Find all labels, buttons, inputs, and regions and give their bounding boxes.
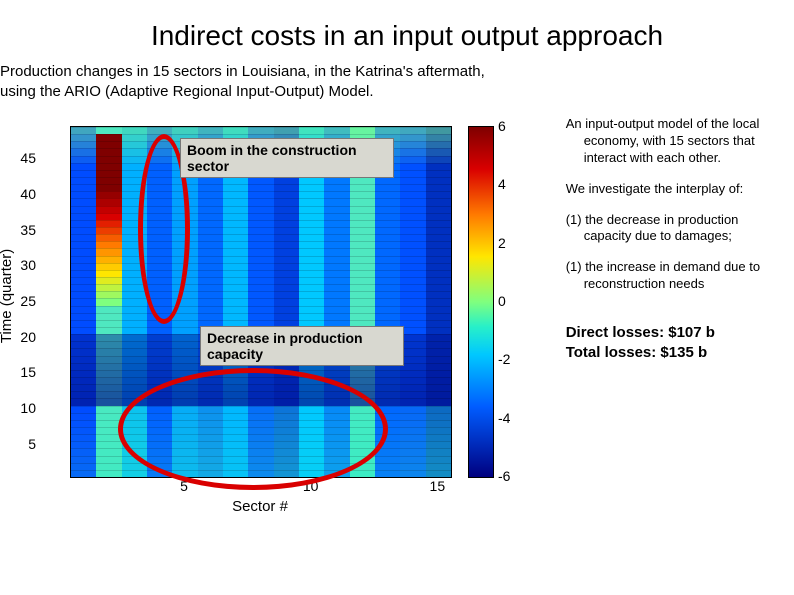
losses-block: Direct losses: $107 b Total losses: $135… (566, 323, 784, 362)
right-paragraph-1: An input-output model of the local econo… (566, 116, 784, 167)
subtitle-line1: Production changes in 15 sectors in Loui… (0, 63, 485, 80)
colorbar (468, 126, 494, 478)
annotation-boom: Boom in the construction sector (180, 138, 394, 178)
right-paragraph-4: (1) the increase in demand due to recons… (566, 259, 784, 293)
direct-losses: Direct losses: $107 b (566, 323, 784, 343)
content-row: Time (quarter) 51015202530354045 51015 S… (0, 111, 794, 516)
x-axis-label: Sector # (70, 498, 450, 515)
y-axis-label: Time (quarter) (0, 249, 15, 343)
ellipse-annotation-bottom (118, 368, 388, 490)
subtitle: Production changes in 15 sectors in Loui… (0, 62, 794, 111)
page-title: Indirect costs in an input output approa… (0, 0, 794, 62)
right-text-column: An input-output model of the local econo… (556, 116, 784, 516)
total-losses: Total losses: $135 b (566, 343, 784, 363)
right-paragraph-3: (1) the decrease in production capacity … (566, 212, 784, 246)
subtitle-line2: using the ARIO (Adaptive Regional Input-… (0, 83, 374, 100)
annotation-decrease: Decrease in production capacity (200, 326, 404, 366)
heatmap-chart: Time (quarter) 51015202530354045 51015 S… (0, 116, 556, 516)
right-paragraph-2: We investigate the interplay of: (566, 181, 784, 198)
